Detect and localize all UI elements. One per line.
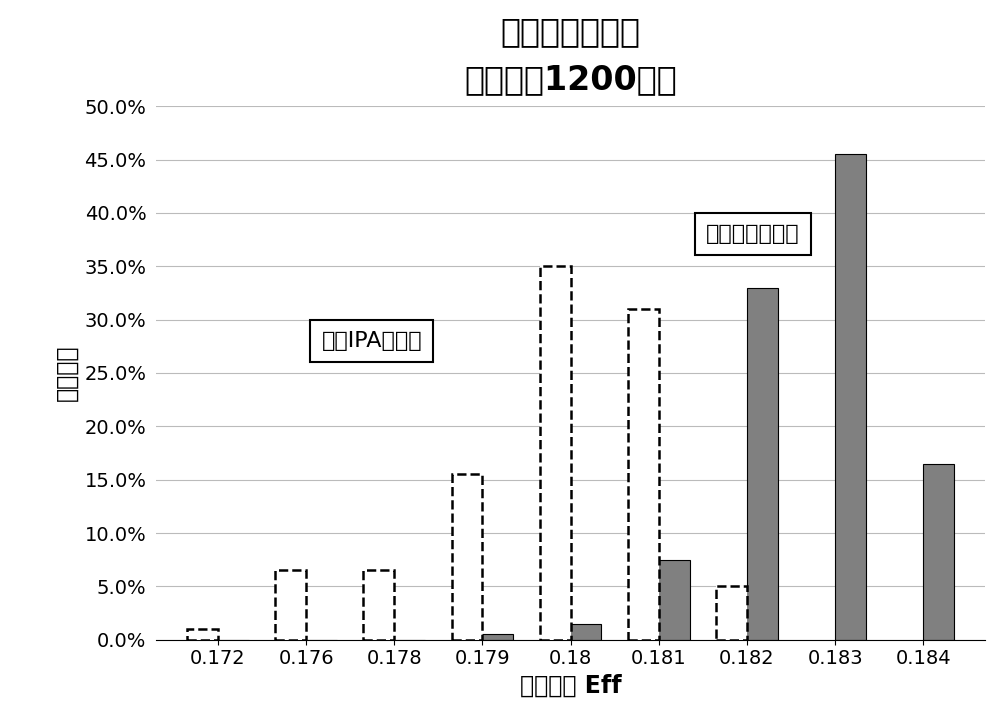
Bar: [659, 560, 690, 640]
Bar: [716, 586, 747, 640]
Bar: [747, 287, 778, 640]
Bar: [363, 570, 394, 640]
Text: 三峰无醇添加剂: 三峰无醇添加剂: [706, 225, 800, 245]
Bar: [275, 570, 306, 640]
Y-axis label: 占百分比: 占百分比: [55, 345, 79, 401]
Title: 转换效率分布图
（单晶硅1200片）: 转换效率分布图 （单晶硅1200片）: [464, 15, 677, 96]
Bar: [363, 570, 394, 640]
Bar: [716, 586, 747, 640]
Bar: [571, 624, 601, 640]
Bar: [187, 629, 218, 640]
Bar: [835, 154, 866, 640]
Bar: [275, 570, 306, 640]
Bar: [628, 309, 659, 640]
Bar: [540, 266, 571, 640]
X-axis label: 转换效率 Eff: 转换效率 Eff: [520, 674, 621, 698]
Bar: [452, 474, 482, 640]
Bar: [482, 635, 513, 640]
Bar: [923, 463, 954, 640]
Bar: [187, 629, 218, 640]
Bar: [540, 266, 571, 640]
Bar: [628, 309, 659, 640]
Text: 使用IPA添加剂: 使用IPA添加剂: [321, 331, 422, 351]
Bar: [452, 474, 482, 640]
